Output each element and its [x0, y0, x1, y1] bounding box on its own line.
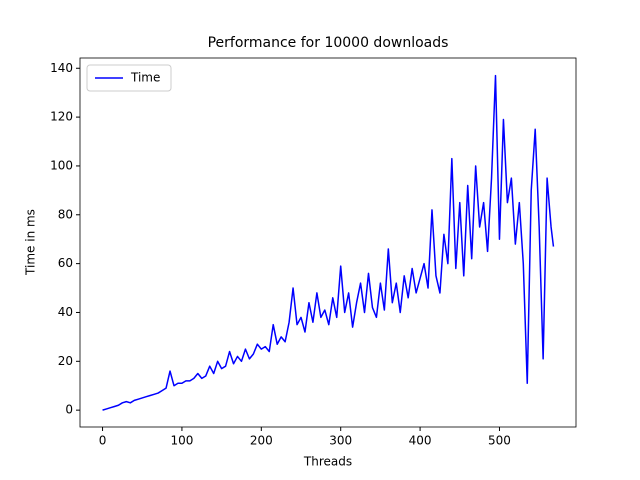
- y-tick-label: 140: [50, 61, 73, 75]
- x-tick-label: 400: [409, 434, 432, 448]
- x-axis-label: Threads: [303, 455, 352, 469]
- x-tick-label: 100: [170, 434, 193, 448]
- y-axis-label: Time in ms: [24, 209, 38, 276]
- y-tick-label: 80: [58, 207, 73, 221]
- x-tick-label: 200: [250, 434, 273, 448]
- y-tick-label: 60: [58, 256, 73, 270]
- y-tick-label: 100: [50, 158, 73, 172]
- x-tick-label: 0: [99, 434, 107, 448]
- y-tick-label: 0: [65, 403, 73, 417]
- y-tick-label: 20: [58, 354, 73, 368]
- legend-box: [86, 64, 172, 92]
- line-series: [102, 74, 555, 411]
- legend-label: Time: [130, 71, 160, 85]
- x-tick-label: 500: [488, 434, 511, 448]
- y-tick-label: 120: [50, 110, 73, 124]
- plot-frame: [79, 57, 577, 428]
- x-tick-label: 300: [329, 434, 352, 448]
- chart-title: Performance for 10000 downloads: [208, 35, 449, 51]
- y-tick-label: 40: [58, 305, 73, 319]
